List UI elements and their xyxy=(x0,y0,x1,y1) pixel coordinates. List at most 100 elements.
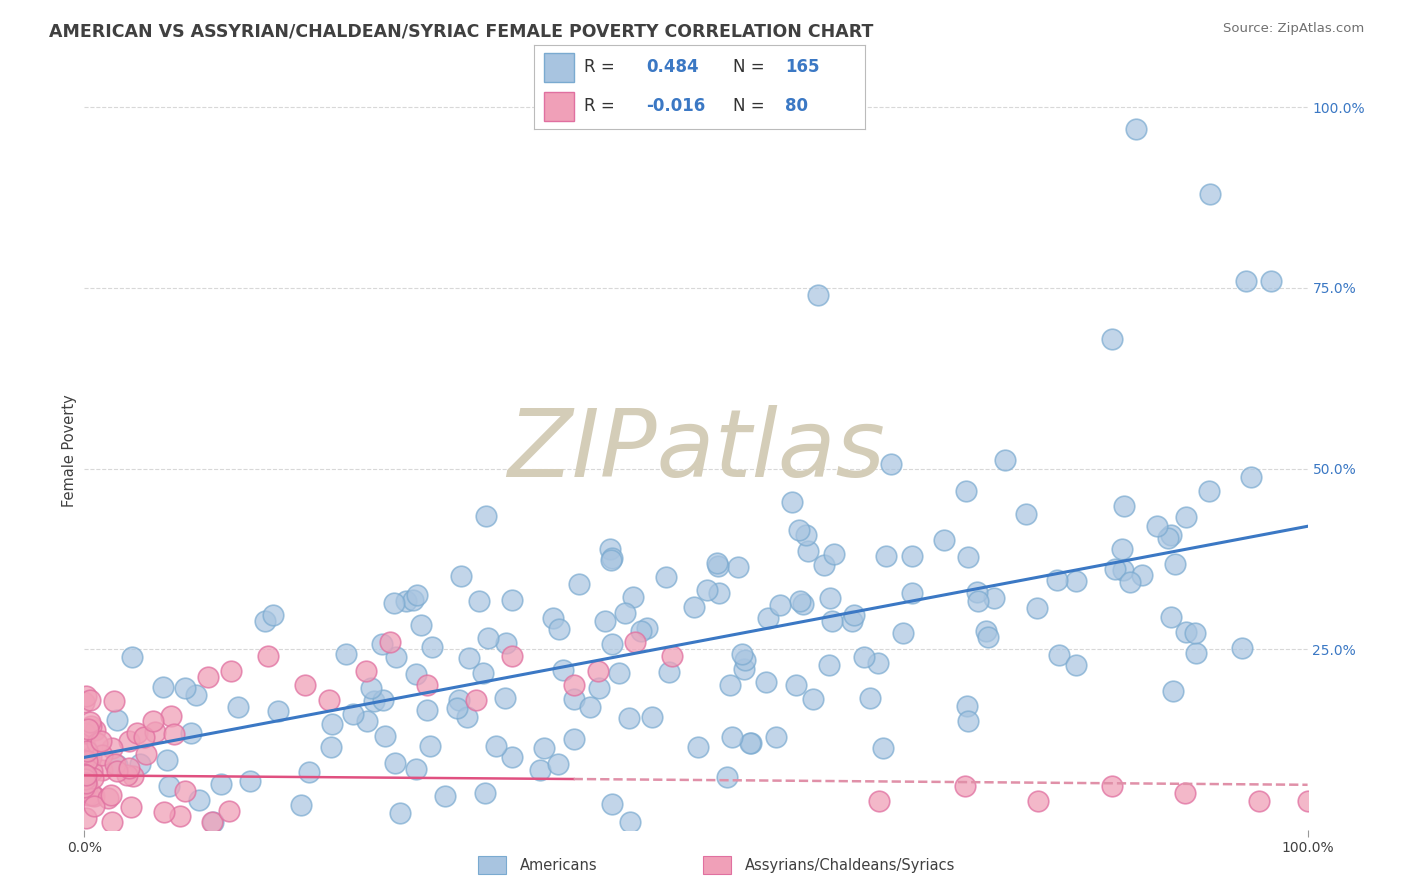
Point xyxy=(152,805,174,820)
Point xyxy=(73,782,96,797)
Point xyxy=(1174,625,1197,640)
Point xyxy=(360,681,382,695)
Point xyxy=(73,695,96,709)
Point xyxy=(821,614,844,628)
Point xyxy=(562,678,585,692)
Point xyxy=(318,692,340,706)
Text: Source: ZipAtlas.com: Source: ZipAtlas.com xyxy=(1223,22,1364,36)
Point xyxy=(103,694,125,708)
Point xyxy=(184,689,207,703)
Point xyxy=(600,797,623,811)
Point xyxy=(1130,568,1153,582)
Point xyxy=(1232,640,1254,655)
Text: AMERICAN VS ASSYRIAN/CHALDEAN/SYRIAC FEMALE POVERTY CORRELATION CHART: AMERICAN VS ASSYRIAN/CHALDEAN/SYRIAC FEM… xyxy=(49,22,873,40)
Point xyxy=(1066,657,1088,672)
Point xyxy=(121,649,143,664)
Point xyxy=(599,542,621,557)
Point xyxy=(73,746,96,760)
Point xyxy=(101,815,124,830)
Point xyxy=(77,751,100,765)
Point xyxy=(818,657,841,672)
Point xyxy=(142,714,165,729)
Point xyxy=(901,549,924,563)
Point xyxy=(446,700,468,714)
Text: R =: R = xyxy=(583,59,614,77)
Point xyxy=(501,593,523,607)
Point xyxy=(262,608,284,623)
FancyBboxPatch shape xyxy=(703,856,731,874)
Point xyxy=(122,769,145,783)
Point xyxy=(474,786,496,800)
Point xyxy=(75,767,97,781)
Point xyxy=(188,792,211,806)
Point xyxy=(485,739,508,754)
Point xyxy=(1111,563,1133,577)
Point xyxy=(91,763,114,777)
Point xyxy=(792,597,814,611)
Point xyxy=(409,618,432,632)
Point xyxy=(384,756,406,770)
Point xyxy=(76,744,98,758)
Point xyxy=(1111,542,1133,557)
Point xyxy=(1160,528,1182,542)
Point xyxy=(83,799,105,814)
Point xyxy=(548,622,571,636)
FancyBboxPatch shape xyxy=(544,92,574,120)
Point xyxy=(457,651,479,665)
Point xyxy=(586,664,609,678)
Point xyxy=(405,762,427,776)
Point xyxy=(614,606,637,620)
Point xyxy=(794,528,817,542)
Point xyxy=(727,560,749,574)
Point xyxy=(617,711,640,725)
Point xyxy=(79,692,101,706)
Point xyxy=(683,600,706,615)
Point xyxy=(115,768,138,782)
Point xyxy=(593,614,616,628)
Point xyxy=(564,692,586,706)
Point xyxy=(983,591,1005,605)
Text: R =: R = xyxy=(583,97,614,115)
Point xyxy=(118,734,141,748)
Point xyxy=(661,649,683,664)
Point xyxy=(976,630,998,644)
Point xyxy=(953,779,976,793)
Point xyxy=(1119,575,1142,590)
Point xyxy=(932,533,955,548)
Point xyxy=(733,662,755,676)
Point xyxy=(501,750,523,764)
Point xyxy=(401,593,423,607)
Point xyxy=(1112,499,1135,513)
Text: 0.484: 0.484 xyxy=(647,59,699,77)
Point xyxy=(118,761,141,775)
Point xyxy=(371,637,394,651)
Point xyxy=(1247,794,1270,808)
Point xyxy=(955,484,977,499)
Point xyxy=(893,626,915,640)
Point xyxy=(956,698,979,713)
Point xyxy=(218,805,240,819)
Point xyxy=(75,774,97,789)
Point xyxy=(1046,573,1069,587)
Point xyxy=(547,757,569,772)
Point xyxy=(373,692,395,706)
Point xyxy=(75,739,97,753)
Point xyxy=(755,674,778,689)
Point xyxy=(472,665,495,680)
Point xyxy=(820,591,842,606)
Point xyxy=(405,667,427,681)
Point xyxy=(135,747,157,761)
Point xyxy=(769,598,792,612)
Point xyxy=(420,640,443,654)
Point xyxy=(541,610,564,624)
Point xyxy=(787,524,810,538)
Point xyxy=(789,594,811,608)
Point xyxy=(1101,332,1123,346)
Point xyxy=(1174,510,1197,524)
Point xyxy=(294,678,316,692)
Point xyxy=(77,788,100,802)
Point xyxy=(1236,274,1258,288)
Point xyxy=(374,729,396,743)
Point xyxy=(630,624,652,638)
Point xyxy=(782,495,804,509)
